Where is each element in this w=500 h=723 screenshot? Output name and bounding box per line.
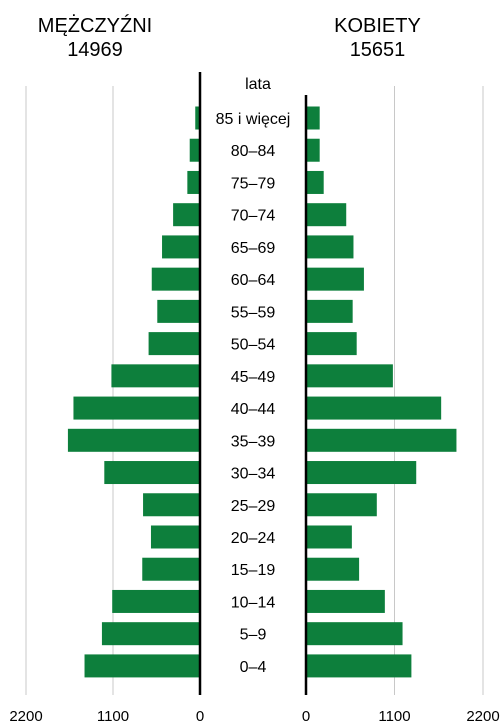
age-label: 55–59 xyxy=(231,304,276,321)
age-label: 60–64 xyxy=(231,272,276,289)
x-tick-label-left: 0 xyxy=(196,708,204,723)
x-tick-label-right: 1100 xyxy=(378,708,410,723)
bar-male xyxy=(112,589,200,613)
age-label: 25–29 xyxy=(231,498,276,515)
bar-female xyxy=(306,235,354,259)
age-label: 0–4 xyxy=(240,659,267,676)
bar-male xyxy=(162,235,200,259)
males-header: MĘŻCZYŹNI 14969 xyxy=(10,14,180,62)
age-label: 5–9 xyxy=(240,627,267,644)
age-label: 75–79 xyxy=(231,175,276,192)
age-label: 50–54 xyxy=(231,337,276,354)
age-label: 65–69 xyxy=(231,240,276,257)
bar-female xyxy=(306,525,352,549)
bar-female xyxy=(306,396,442,420)
bar-female xyxy=(306,557,360,581)
females-header: KOBIETY 15651 xyxy=(290,14,465,62)
age-axis-label: lata xyxy=(245,76,271,93)
age-label: 20–24 xyxy=(231,530,276,547)
bar-male xyxy=(189,138,200,162)
x-tick-label-right: 0 xyxy=(302,708,310,723)
bar-male xyxy=(157,299,200,323)
bar-male xyxy=(111,364,200,388)
bar-female xyxy=(306,461,417,485)
males-total: 14969 xyxy=(67,39,123,61)
bar-female xyxy=(306,203,347,227)
bar-female xyxy=(306,332,357,356)
age-label: 45–49 xyxy=(231,369,276,386)
age-label: 15–19 xyxy=(231,562,276,579)
age-label: 40–44 xyxy=(231,401,276,418)
age-label: 10–14 xyxy=(231,594,276,611)
age-label: 80–84 xyxy=(231,143,276,160)
bar-male xyxy=(84,654,200,678)
bar-male xyxy=(73,396,200,420)
bar-male xyxy=(142,557,200,581)
bar-male xyxy=(143,493,200,517)
bar-female xyxy=(306,106,320,130)
bar-female xyxy=(306,493,377,517)
bar-male xyxy=(148,332,200,356)
age-label: 85 i więcej xyxy=(216,111,291,128)
age-label: 35–39 xyxy=(231,433,276,450)
x-tick-label-right: 2200 xyxy=(466,708,499,723)
bar-female xyxy=(306,654,412,678)
x-tick-label-left: 2200 xyxy=(9,708,42,723)
bar-male xyxy=(187,170,200,194)
age-label: 70–74 xyxy=(231,208,276,225)
x-tick-label-left: 1100 xyxy=(97,708,129,723)
bar-male xyxy=(101,622,200,646)
bar-female xyxy=(306,170,324,194)
bar-male xyxy=(150,525,200,549)
bar-female xyxy=(306,138,320,162)
males-title: MĘŻCZYŹNI xyxy=(37,15,153,37)
bar-male xyxy=(67,428,200,452)
bar-male xyxy=(195,106,200,130)
bar-female xyxy=(306,364,393,388)
females-title: KOBIETY xyxy=(334,15,421,37)
bar-female xyxy=(306,428,457,452)
bar-female xyxy=(306,622,403,646)
bar-male xyxy=(151,267,200,291)
age-label: 30–34 xyxy=(231,466,276,483)
bar-female xyxy=(306,267,364,291)
bar-male xyxy=(173,203,200,227)
females-total: 15651 xyxy=(349,39,406,61)
bar-male xyxy=(104,461,200,485)
bar-female xyxy=(306,299,353,323)
bar-female xyxy=(306,589,385,613)
